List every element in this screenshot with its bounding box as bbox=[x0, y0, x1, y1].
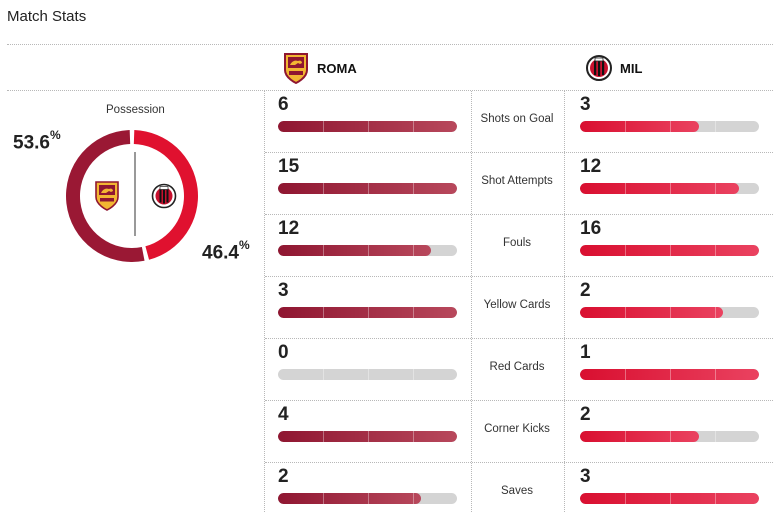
stat-label: Yellow Cards bbox=[483, 299, 551, 311]
away-team-name: MIL bbox=[620, 60, 643, 76]
stat-row: 4 Corner Kicks 2 bbox=[265, 401, 775, 462]
home-stat-value: 15 bbox=[278, 156, 300, 177]
home-stat-value: 0 bbox=[278, 342, 289, 363]
away-stat-value: 12 bbox=[580, 156, 602, 177]
away-stat-value: 16 bbox=[580, 218, 602, 239]
stat-row: 3 Yellow Cards 2 bbox=[265, 277, 775, 338]
away-stat-bar-fill bbox=[580, 493, 759, 504]
home-possession-percent: 53.6% bbox=[13, 128, 61, 154]
home-stat-bar-fill bbox=[278, 121, 457, 132]
away-team-header: MIL bbox=[586, 52, 642, 84]
home-possession-arc bbox=[66, 130, 145, 262]
label-column-right-divider bbox=[564, 91, 565, 512]
stat-label: Fouls bbox=[502, 237, 532, 249]
away-stat-value: 1 bbox=[580, 342, 591, 363]
row-divider bbox=[265, 338, 773, 339]
home-stat-value: 3 bbox=[278, 280, 289, 301]
away-stat-value: 2 bbox=[580, 404, 591, 425]
home-stat-value: 2 bbox=[278, 466, 289, 487]
roma-crest-icon bbox=[284, 53, 308, 84]
home-stat-bar-fill bbox=[278, 307, 457, 318]
away-stat-value: 3 bbox=[580, 94, 591, 115]
away-stat-bar bbox=[580, 307, 759, 318]
away-stat-bar bbox=[580, 431, 759, 442]
home-team-header: ROMA bbox=[283, 52, 357, 84]
header-divider bbox=[7, 44, 773, 45]
roma-crest-icon bbox=[95, 181, 119, 211]
possession-label: Possession bbox=[106, 104, 165, 116]
home-stat-bar bbox=[278, 369, 457, 380]
away-stat-bar-fill bbox=[580, 183, 740, 194]
away-stat-bar-fill bbox=[580, 431, 700, 442]
home-stat-bar-fill bbox=[278, 493, 422, 504]
home-stat-value: 6 bbox=[278, 94, 289, 115]
away-stat-bar bbox=[580, 245, 759, 256]
home-stat-bar bbox=[278, 307, 457, 318]
home-stat-bar bbox=[278, 493, 457, 504]
stat-row: 15 Shot Attempts 12 bbox=[265, 153, 775, 214]
home-stat-bar bbox=[278, 431, 457, 442]
row-divider bbox=[265, 276, 773, 277]
away-stat-bar-fill bbox=[580, 245, 759, 256]
stat-row: 2 Saves 3 bbox=[265, 463, 775, 524]
stat-label: Corner Kicks bbox=[484, 423, 550, 435]
stat-row: 6 Shots on Goal 3 bbox=[265, 91, 775, 152]
stat-label: Saves bbox=[501, 485, 533, 497]
away-stat-bar bbox=[580, 493, 759, 504]
milan-crest-icon bbox=[586, 55, 612, 81]
stat-label: Shots on Goal bbox=[480, 113, 554, 125]
away-stat-bar bbox=[580, 183, 759, 194]
stat-row: 0 Red Cards 1 bbox=[265, 339, 775, 400]
away-stat-bar bbox=[580, 369, 759, 380]
row-divider bbox=[265, 400, 773, 401]
stat-label: Red Cards bbox=[489, 361, 545, 373]
away-stat-value: 2 bbox=[580, 280, 591, 301]
home-stat-bar bbox=[278, 183, 457, 194]
home-team-name: ROMA bbox=[317, 60, 357, 76]
away-stat-bar-fill bbox=[580, 369, 759, 380]
label-column-left-divider bbox=[471, 91, 472, 512]
away-possession-percent: 46.4% bbox=[202, 238, 250, 264]
away-stat-bar bbox=[580, 121, 759, 132]
possession-column-divider bbox=[264, 91, 265, 512]
row-divider bbox=[265, 462, 773, 463]
row-divider bbox=[265, 214, 773, 215]
milan-crest-icon bbox=[151, 183, 177, 209]
home-stat-bar-fill bbox=[278, 183, 457, 194]
stat-row: 12 Fouls 16 bbox=[265, 215, 775, 276]
home-stat-bar bbox=[278, 245, 457, 256]
team-header-divider bbox=[7, 90, 773, 91]
possession-donut-chart bbox=[66, 130, 199, 262]
away-possession-arc bbox=[133, 130, 199, 260]
home-stat-bar bbox=[278, 121, 457, 132]
away-stat-value: 3 bbox=[580, 466, 591, 487]
home-stat-bar-fill bbox=[278, 245, 432, 256]
stat-label: Shot Attempts bbox=[481, 175, 553, 187]
home-stat-bar-fill bbox=[278, 431, 457, 442]
away-stat-bar-fill bbox=[580, 307, 724, 318]
row-divider bbox=[265, 152, 773, 153]
page-title: Match Stats bbox=[7, 8, 87, 25]
home-stat-value: 4 bbox=[278, 404, 289, 425]
home-stat-value: 12 bbox=[278, 218, 300, 239]
away-stat-bar-fill bbox=[580, 121, 700, 132]
